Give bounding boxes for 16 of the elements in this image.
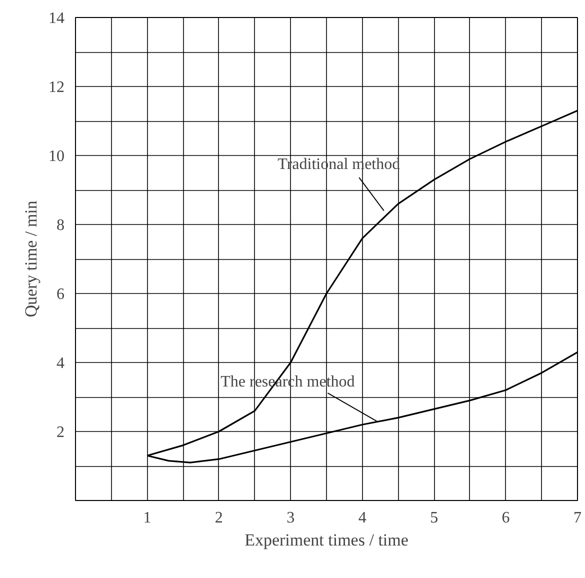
- x-tick-label: 1: [143, 510, 152, 526]
- y-tick-label: 2: [56, 424, 64, 441]
- x-tick-label: 5: [430, 510, 438, 526]
- x-tick-label: 6: [502, 510, 510, 526]
- y-tick-label: 10: [48, 148, 64, 165]
- y-tick-label: 8: [56, 217, 64, 234]
- y-axis-title: Query time / min: [22, 200, 40, 318]
- x-tick-label: 2: [214, 510, 223, 526]
- y-tick-label: 4: [56, 355, 64, 372]
- y-tick-label: 12: [48, 79, 64, 96]
- x-tick-label: 4: [358, 510, 366, 526]
- y-tick-label: 6: [56, 286, 64, 303]
- x-tick-label: 7: [574, 510, 582, 526]
- x-axis-title: Experiment times / time: [244, 530, 408, 550]
- x-tick-label: 3: [286, 510, 295, 526]
- y-tick-label: 14: [48, 10, 64, 27]
